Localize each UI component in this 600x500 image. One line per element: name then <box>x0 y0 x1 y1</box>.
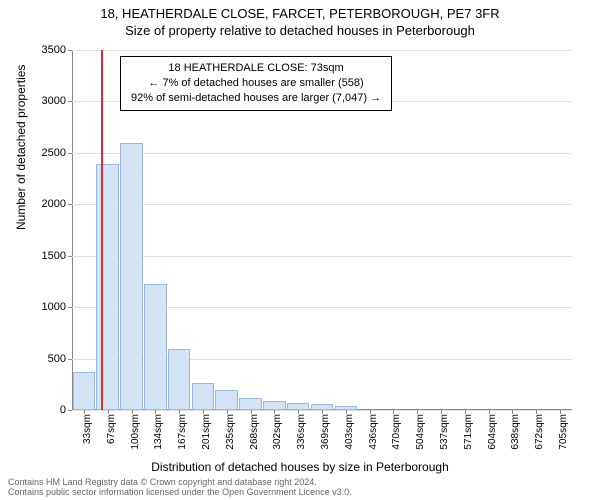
x-tick-label: 369sqm <box>320 414 331 450</box>
grid-line <box>72 256 572 257</box>
x-tick-label: 403sqm <box>344 414 355 450</box>
title-line1: 18, HEATHERDALE CLOSE, FARCET, PETERBORO… <box>0 6 600 23</box>
y-tick-label: 3500 <box>42 44 66 56</box>
x-tick-label: 33sqm <box>82 414 93 444</box>
footer: Contains HM Land Registry data © Crown c… <box>8 478 352 498</box>
y-tick-mark <box>68 50 72 51</box>
y-tick-label: 1000 <box>42 301 66 313</box>
x-tick-label: 436sqm <box>368 414 379 450</box>
y-tick-mark <box>68 204 72 205</box>
y-tick-mark <box>68 410 72 411</box>
bar <box>263 401 286 410</box>
grid-line <box>72 204 572 205</box>
x-tick-label: 705sqm <box>558 414 569 450</box>
x-tick-label: 571sqm <box>463 414 474 450</box>
title-line2: Size of property relative to detached ho… <box>0 23 600 40</box>
bar <box>239 398 262 410</box>
y-tick-mark <box>68 359 72 360</box>
bar <box>96 164 119 410</box>
x-tick-label: 470sqm <box>391 414 402 450</box>
x-tick-label: 268sqm <box>249 414 260 450</box>
y-tick-label: 1500 <box>42 250 66 262</box>
y-tick-mark <box>68 307 72 308</box>
x-tick-label: 604sqm <box>487 414 498 450</box>
y-axis-label: Number of detached properties <box>14 65 28 230</box>
bar <box>192 383 215 410</box>
info-box: 18 HEATHERDALE CLOSE: 73sqm ← 7% of deta… <box>120 56 392 111</box>
info-line3: 92% of semi-detached houses are larger (… <box>131 91 381 106</box>
y-tick-label: 500 <box>48 353 66 365</box>
y-axis-line <box>72 50 73 410</box>
x-tick-label: 235sqm <box>225 414 236 450</box>
y-tick-label: 2000 <box>42 198 66 210</box>
bar <box>215 390 238 410</box>
x-tick-label: 134sqm <box>153 414 164 450</box>
grid-line <box>72 50 572 51</box>
info-line2: ← 7% of detached houses are smaller (558… <box>131 76 381 91</box>
y-tick-label: 3000 <box>42 95 66 107</box>
x-tick-label: 638sqm <box>510 414 521 450</box>
grid-line <box>72 153 572 154</box>
bar <box>73 372 96 410</box>
x-tick-label: 537sqm <box>439 414 450 450</box>
bar <box>120 143 143 410</box>
y-tick-mark <box>68 153 72 154</box>
x-tick-label: 100sqm <box>130 414 141 450</box>
y-tick-mark <box>68 256 72 257</box>
bar <box>287 403 310 410</box>
footer-line2: Contains public sector information licen… <box>8 488 352 498</box>
y-tick-label: 2500 <box>42 147 66 159</box>
x-tick-label: 336sqm <box>296 414 307 450</box>
y-tick-label: 0 <box>60 404 66 416</box>
x-tick-label: 201sqm <box>201 414 212 450</box>
x-tick-label: 67sqm <box>106 414 117 444</box>
x-tick-label: 504sqm <box>415 414 426 450</box>
x-tick-label: 302sqm <box>272 414 283 450</box>
title-block: 18, HEATHERDALE CLOSE, FARCET, PETERBORO… <box>0 6 600 40</box>
y-tick-mark <box>68 101 72 102</box>
x-axis-label: Distribution of detached houses by size … <box>0 460 600 474</box>
x-tick-label: 167sqm <box>177 414 188 450</box>
x-tick-label: 672sqm <box>534 414 545 450</box>
bar <box>144 284 167 411</box>
bar <box>168 349 191 410</box>
marker-line <box>101 50 103 410</box>
chart-container: 18, HEATHERDALE CLOSE, FARCET, PETERBORO… <box>0 0 600 500</box>
info-line1: 18 HEATHERDALE CLOSE: 73sqm <box>131 61 381 76</box>
